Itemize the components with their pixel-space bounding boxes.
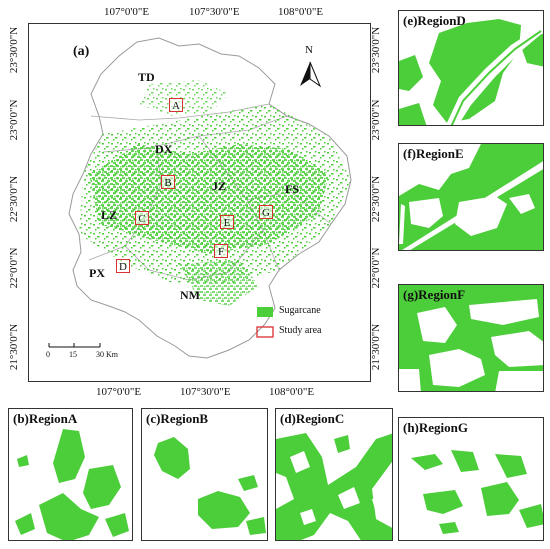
- right-lat-5: 21°30'0"N: [370, 323, 382, 371]
- right-lat-4: 22°0'0"N: [370, 247, 382, 289]
- panel-title-region-b: (c)RegionB: [146, 411, 209, 426]
- panel-region-e: (f)RegionE: [398, 143, 544, 251]
- legend-study-area-label: Study area: [279, 325, 322, 336]
- panel-region-b: (c)RegionB: [141, 408, 268, 541]
- left-lat-2: 23°0'0"N: [8, 99, 20, 141]
- panel-region-g: (g)RegionF: [398, 284, 544, 392]
- legend-study-area-swatch: [256, 326, 274, 338]
- north-arrow-icon: [300, 61, 322, 88]
- scale-bar: [48, 343, 101, 348]
- left-lat-3: 22°30'0"N: [8, 175, 20, 223]
- bottom-lon-3: 108°0'0"E: [269, 386, 315, 398]
- panel-region-c: (d)RegionC: [275, 408, 393, 541]
- scale-tick-15: 15: [69, 350, 77, 359]
- north-label: N: [305, 44, 313, 56]
- top-lon-3: 108°0'0"E: [278, 6, 324, 18]
- region-label-fs: FS: [285, 182, 300, 196]
- panel-title-region-g: (h)RegionG: [403, 420, 468, 435]
- scale-tick-0: 0: [46, 350, 50, 359]
- sugarcane-dense: [89, 144, 329, 254]
- region-label-td: TD: [138, 70, 155, 84]
- right-lat-2: 23°0'0"N: [370, 99, 382, 141]
- main-map-title: (a): [73, 44, 90, 59]
- legend-sugarcane-swatch: [257, 307, 273, 317]
- panel-region-a: (b)RegionA: [8, 408, 133, 541]
- main-map-frame: (a) N TD DX JZ FS LZ PX NM A B C D E F G…: [28, 23, 371, 382]
- region-label-dx: DX: [155, 142, 173, 156]
- legend-sugarcane-label: Sugarcane: [279, 305, 321, 316]
- panel-title-region-f: (g)RegionF: [403, 287, 466, 302]
- region-label-lz: LZ: [101, 208, 118, 222]
- left-lat-1: 23°30'0"N: [8, 26, 20, 74]
- bottom-lon-2: 107°30'0"E: [180, 386, 231, 398]
- left-lat-5: 21°30'0"N: [8, 323, 20, 371]
- region-label-px: PX: [89, 266, 105, 280]
- study-box-b: B: [161, 175, 175, 189]
- bottom-lon-1: 107°0'0"E: [96, 386, 142, 398]
- region-label-nm: NM: [180, 288, 200, 302]
- study-box-c: C: [135, 211, 149, 225]
- panel-title-region-e: (f)RegionE: [403, 146, 464, 161]
- study-box-e: E: [220, 215, 234, 229]
- region-label-jz: JZ: [212, 179, 227, 193]
- top-lon-2: 107°30'0"E: [189, 6, 240, 18]
- main-map-canvas: [48, 37, 352, 359]
- panel-title-region-c: (d)RegionC: [280, 411, 345, 426]
- study-box-g: G: [259, 205, 273, 219]
- top-lon-1: 107°0'0"E: [104, 6, 150, 18]
- study-box-f: F: [214, 244, 228, 258]
- scale-tick-30: 30 Km: [96, 350, 118, 359]
- left-lat-4: 22°0'0"N: [8, 247, 20, 289]
- panel-region-d: (e)RegionD: [398, 10, 544, 126]
- panel-title-region-d: (e)RegionD: [403, 13, 466, 28]
- panel-title-region-a: (b)RegionA: [13, 411, 78, 426]
- right-lat-1: 23°30'0"N: [370, 26, 382, 74]
- right-lat-3: 22°30'0"N: [370, 175, 382, 223]
- study-box-d: D: [116, 259, 130, 273]
- study-box-a: A: [169, 98, 183, 112]
- panel-region-h: (h)RegionG: [398, 417, 544, 541]
